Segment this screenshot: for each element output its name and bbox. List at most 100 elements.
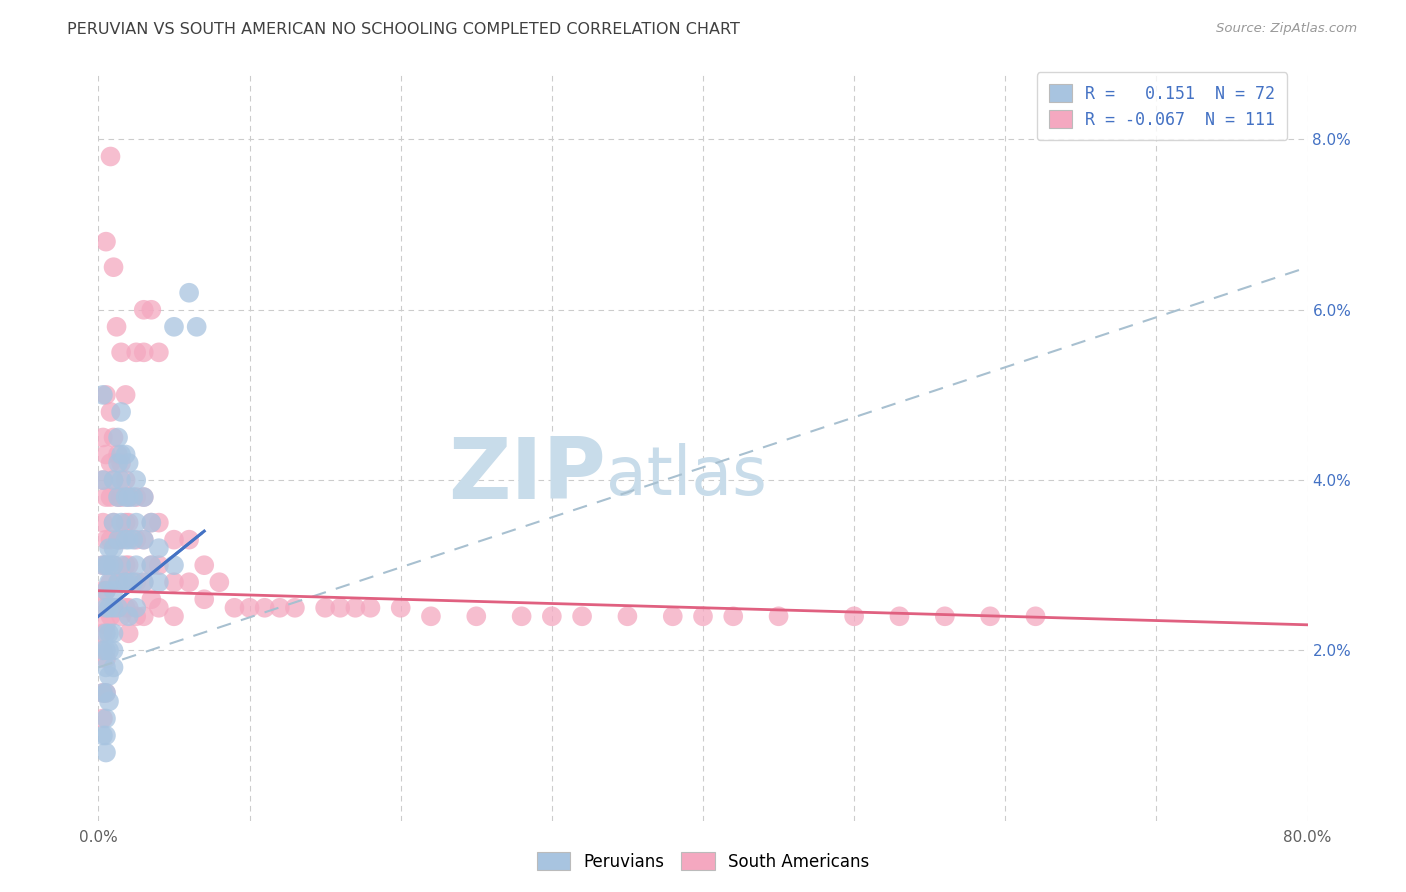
Point bbox=[344, 600, 367, 615]
Point bbox=[103, 260, 125, 275]
Point bbox=[98, 643, 121, 657]
Point bbox=[125, 473, 148, 487]
Point bbox=[100, 149, 122, 163]
Point bbox=[107, 575, 129, 590]
Point bbox=[163, 558, 186, 573]
Point bbox=[148, 600, 170, 615]
Point bbox=[661, 609, 683, 624]
Point bbox=[125, 516, 148, 530]
Point bbox=[94, 617, 117, 632]
Point bbox=[269, 600, 291, 615]
Point bbox=[98, 541, 121, 556]
Point bbox=[1024, 609, 1046, 624]
Point bbox=[540, 609, 562, 624]
Point bbox=[100, 533, 122, 547]
Point bbox=[103, 558, 125, 573]
Point bbox=[224, 600, 246, 615]
Point bbox=[179, 575, 201, 590]
Point bbox=[94, 388, 117, 402]
Point bbox=[110, 448, 132, 462]
Point bbox=[979, 609, 1001, 624]
Point bbox=[125, 533, 148, 547]
Point bbox=[118, 490, 141, 504]
Point bbox=[148, 558, 170, 573]
Point bbox=[103, 473, 125, 487]
Point bbox=[692, 609, 714, 624]
Point bbox=[103, 660, 125, 674]
Point bbox=[107, 600, 129, 615]
Point bbox=[107, 448, 129, 462]
Point bbox=[114, 490, 136, 504]
Point bbox=[107, 533, 129, 547]
Point bbox=[125, 558, 148, 573]
Point bbox=[132, 533, 155, 547]
Point bbox=[141, 558, 163, 573]
Point bbox=[91, 583, 114, 598]
Point bbox=[94, 533, 117, 547]
Point bbox=[125, 575, 148, 590]
Point bbox=[148, 516, 170, 530]
Point bbox=[193, 558, 215, 573]
Point bbox=[94, 711, 117, 725]
Point bbox=[100, 405, 122, 419]
Point bbox=[98, 694, 121, 708]
Point bbox=[94, 558, 117, 573]
Point bbox=[91, 643, 114, 657]
Point bbox=[148, 575, 170, 590]
Point bbox=[110, 516, 132, 530]
Point bbox=[114, 388, 136, 402]
Point bbox=[110, 558, 132, 573]
Point bbox=[314, 600, 336, 615]
Point bbox=[239, 600, 262, 615]
Point bbox=[186, 319, 208, 334]
Point bbox=[118, 533, 141, 547]
Point bbox=[107, 575, 129, 590]
Point bbox=[91, 516, 114, 530]
Point bbox=[91, 473, 114, 487]
Point bbox=[103, 643, 125, 657]
Point bbox=[114, 473, 136, 487]
Point bbox=[118, 575, 141, 590]
Point bbox=[103, 473, 125, 487]
Point bbox=[94, 660, 117, 674]
Point bbox=[91, 430, 114, 444]
Point bbox=[132, 345, 155, 359]
Point bbox=[389, 600, 412, 615]
Point bbox=[91, 643, 114, 657]
Point bbox=[94, 686, 117, 700]
Point bbox=[768, 609, 790, 624]
Point bbox=[934, 609, 956, 624]
Point bbox=[91, 729, 114, 743]
Point bbox=[107, 490, 129, 504]
Point bbox=[125, 345, 148, 359]
Point bbox=[94, 626, 117, 640]
Text: PERUVIAN VS SOUTH AMERICAN NO SCHOOLING COMPLETED CORRELATION CHART: PERUVIAN VS SOUTH AMERICAN NO SCHOOLING … bbox=[67, 22, 741, 37]
Point bbox=[103, 583, 125, 598]
Point bbox=[329, 600, 352, 615]
Point bbox=[141, 558, 163, 573]
Point bbox=[91, 388, 114, 402]
Point bbox=[110, 473, 132, 487]
Legend: R =   0.151  N = 72, R = -0.067  N = 111: R = 0.151 N = 72, R = -0.067 N = 111 bbox=[1038, 72, 1286, 140]
Point bbox=[91, 626, 114, 640]
Point bbox=[179, 285, 201, 300]
Point bbox=[125, 609, 148, 624]
Point bbox=[723, 609, 745, 624]
Point bbox=[163, 319, 186, 334]
Point bbox=[114, 533, 136, 547]
Point bbox=[179, 533, 201, 547]
Point bbox=[141, 302, 163, 317]
Point bbox=[132, 490, 155, 504]
Point bbox=[208, 575, 231, 590]
Point bbox=[107, 490, 129, 504]
Point bbox=[110, 609, 132, 624]
Point bbox=[114, 575, 136, 590]
Point bbox=[141, 592, 163, 607]
Point bbox=[94, 600, 117, 615]
Point bbox=[91, 600, 114, 615]
Point bbox=[100, 490, 122, 504]
Point bbox=[103, 600, 125, 615]
Point bbox=[163, 609, 186, 624]
Point bbox=[94, 652, 117, 666]
Point bbox=[122, 533, 145, 547]
